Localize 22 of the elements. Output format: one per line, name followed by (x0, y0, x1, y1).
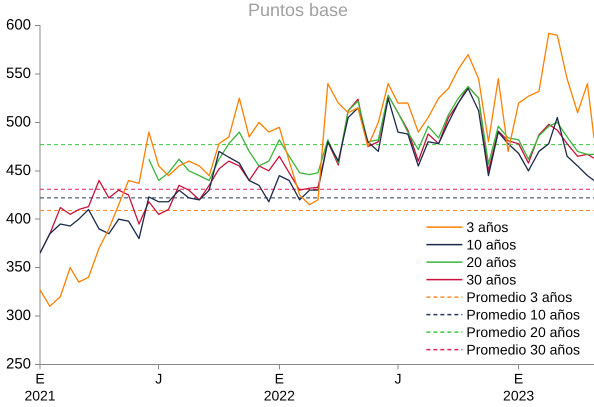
legend-label: 30 años (466, 272, 516, 288)
legend-label: 20 años (466, 254, 516, 270)
legend-label: 10 años (466, 236, 516, 253)
x-tick-label: J (394, 370, 402, 387)
y-tick-label: 550 (6, 65, 32, 82)
legend-label: Promedio 30 años (466, 342, 580, 358)
y-tick-label: 250 (6, 356, 32, 373)
y-tick-label: 400 (6, 210, 32, 228)
x-tick-label: E 2023 (503, 370, 534, 404)
legend-label: Promedio 10 años (466, 306, 580, 323)
legend-label: Promedio 3 años (466, 289, 572, 306)
y-tick-label: 300 (6, 307, 32, 324)
y-tick-label: 450 (6, 162, 32, 179)
y-tick-label: 500 (6, 114, 32, 131)
chart-title: Puntos base (248, 0, 348, 20)
legend-label: 3 años (466, 219, 508, 236)
y-tick-label: 350 (6, 258, 32, 276)
legend-label: Promedio 20 años (466, 324, 580, 340)
x-tick-label: J (155, 370, 162, 387)
y-tick-label: 600 (6, 16, 32, 34)
x-tick-label: E 2021 (24, 370, 56, 404)
x-tick-label: E 2022 (264, 370, 296, 404)
